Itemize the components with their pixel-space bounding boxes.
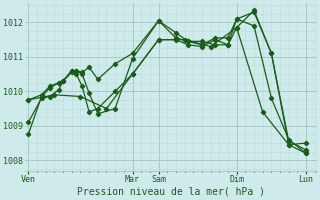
X-axis label: Pression niveau de la mer( hPa ): Pression niveau de la mer( hPa ) — [77, 187, 265, 197]
